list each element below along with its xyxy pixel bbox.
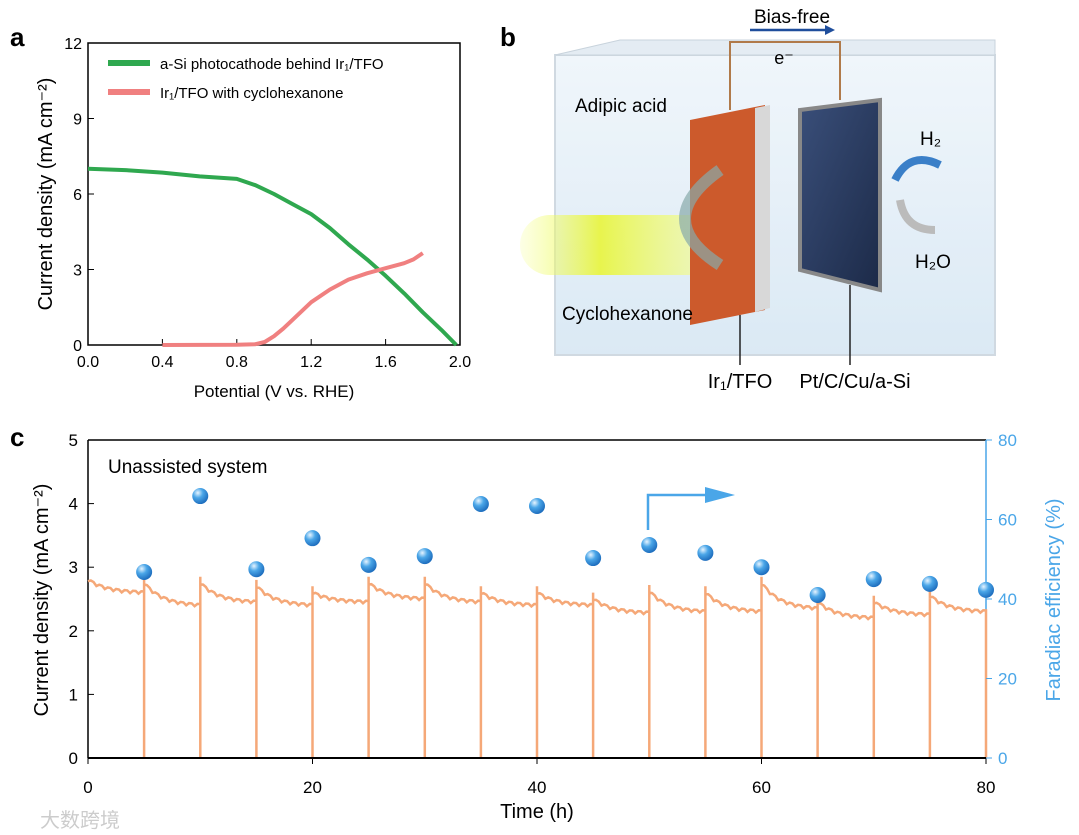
ir-tfo-electrode xyxy=(690,105,765,325)
fe-point xyxy=(529,497,545,514)
cyclohexanone-label: Cyclohexanone xyxy=(562,304,693,325)
fe-point xyxy=(921,575,938,592)
fe-point xyxy=(753,559,770,576)
chart-c-ylabel: Current density (mA cm⁻²) xyxy=(31,484,53,717)
x-tick-label: 0.4 xyxy=(151,354,173,371)
fe-point xyxy=(697,544,714,561)
fe-point xyxy=(136,563,153,580)
y-tick-label: 9 xyxy=(73,112,82,129)
y2-tick-label: 20 xyxy=(998,670,1017,689)
electrolyte-tank xyxy=(554,54,996,356)
watermark: 大数跨境 xyxy=(40,809,120,832)
panel-label-c: c xyxy=(10,422,24,452)
x-tick-label: 2.0 xyxy=(449,354,471,371)
schematic-b: Bias-free e⁻ Adipic acid Cyclohexanone H… xyxy=(520,7,996,393)
current-density-trace xyxy=(87,576,988,758)
x-tick-label: 0 xyxy=(83,778,92,797)
y-tick-label: 12 xyxy=(64,36,82,53)
adipic-acid-label: Adipic acid xyxy=(575,96,667,117)
y-tick-label: 1 xyxy=(69,685,78,704)
h2o-label: H₂O xyxy=(915,252,951,273)
chart-c: Current density (mA cm⁻²) Faradiac effic… xyxy=(31,431,1065,832)
fe-point xyxy=(192,488,209,505)
y-tick-label: 4 xyxy=(69,495,78,514)
chart-c-xlabel: Time (h) xyxy=(500,801,574,823)
y-tick-label: 3 xyxy=(69,558,78,577)
h2o-arrow xyxy=(896,199,936,234)
chart-a-xlabel: Potential (V vs. RHE) xyxy=(194,382,355,401)
series-line-green xyxy=(87,166,458,347)
h2-arrow xyxy=(891,156,942,182)
h2-label: H₂ xyxy=(920,129,941,150)
chart-a-ylabel: Current density (mA cm⁻²) xyxy=(35,78,57,311)
fe-point xyxy=(416,548,433,565)
y2-tick-label: 0 xyxy=(998,749,1007,768)
x-tick-label: 80 xyxy=(977,778,996,797)
legend-label-green: a-Si photocathode behind Ir₁/TFO xyxy=(160,56,384,73)
fe-point xyxy=(472,495,489,512)
y-tick-label: 2 xyxy=(69,622,78,641)
fe-point xyxy=(809,587,826,604)
y2-tick-label: 80 xyxy=(998,431,1017,450)
wire xyxy=(729,41,841,110)
light-beam xyxy=(520,215,720,275)
chart-a: Current density (mA cm⁻²) Potential (V v… xyxy=(35,36,471,401)
fe-point xyxy=(304,530,321,547)
a-si-photocathode xyxy=(798,97,882,293)
chart-c-y2label: Faradiac efficiency (%) xyxy=(1043,498,1065,701)
fe-point xyxy=(978,581,994,598)
electron-label: e⁻ xyxy=(774,48,794,68)
x-tick-label: 20 xyxy=(303,778,322,797)
tank-top xyxy=(554,39,996,56)
y-tick-label: 3 xyxy=(73,263,82,280)
electrode-substrate xyxy=(755,105,770,312)
right-axis-arrow xyxy=(646,493,705,530)
y-tick-label: 6 xyxy=(73,187,82,204)
panel-label-a: a xyxy=(10,22,25,52)
arrow-right-icon xyxy=(705,487,735,503)
fe-point xyxy=(641,536,658,553)
legend-label-pink: Ir₁/TFO with cyclohexanone xyxy=(160,85,343,102)
x-tick-label: 60 xyxy=(752,778,771,797)
y-tick-label: 0 xyxy=(73,338,82,355)
x-tick-label: 0.0 xyxy=(77,354,99,371)
x-tick-label: 40 xyxy=(528,778,547,797)
cathode-label: Pt/C/Cu/a-Si xyxy=(799,371,910,393)
x-tick-label: 1.2 xyxy=(300,354,322,371)
y-tick-label: 0 xyxy=(69,749,78,768)
series-line-pink xyxy=(162,251,424,347)
bias-free-label: Bias-free xyxy=(754,7,830,28)
chart-c-annotation: Unassisted system xyxy=(108,457,267,478)
y2-tick-label: 40 xyxy=(998,590,1017,609)
reaction-arrow xyxy=(679,165,724,271)
fe-point xyxy=(248,561,265,578)
anode-label: Ir₁/TFO xyxy=(708,371,773,393)
y-tick-label: 5 xyxy=(69,431,78,450)
fe-point xyxy=(585,550,602,567)
fe-point xyxy=(360,556,377,573)
x-tick-label: 1.6 xyxy=(374,354,396,371)
x-tick-label: 0.8 xyxy=(226,354,248,371)
arrow-head-icon xyxy=(825,25,835,35)
panel-label-b: b xyxy=(500,22,516,52)
y2-tick-label: 60 xyxy=(998,511,1017,530)
fe-point xyxy=(865,571,882,588)
